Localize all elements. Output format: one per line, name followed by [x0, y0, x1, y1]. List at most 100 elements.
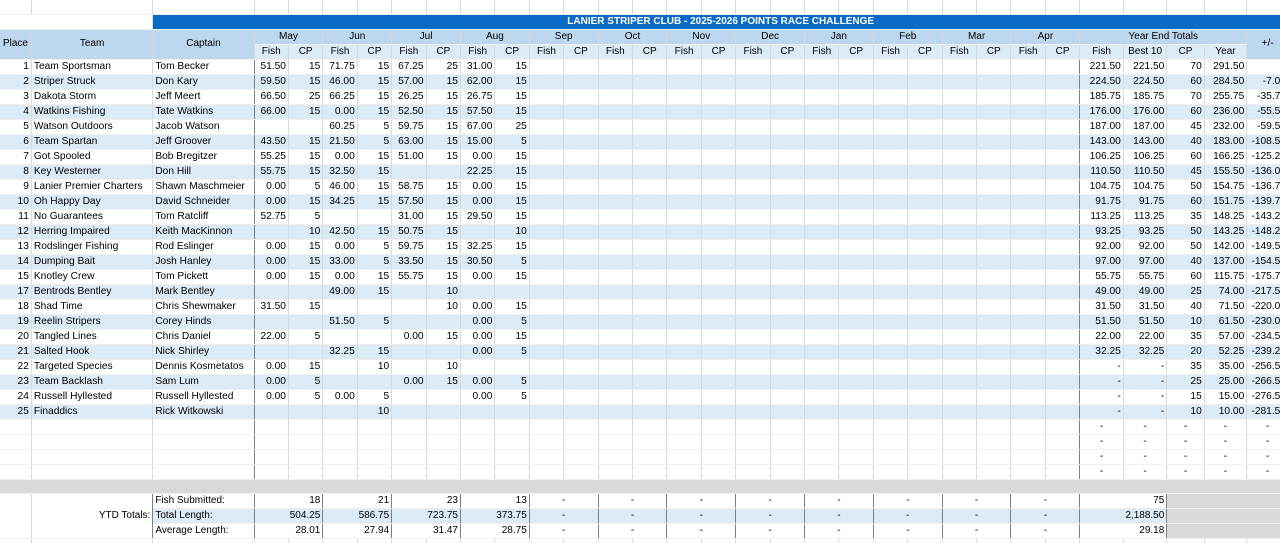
- cp-cell[interactable]: [976, 344, 1012, 360]
- fish-cell[interactable]: [1010, 194, 1046, 210]
- header-month-feb[interactable]: Feb: [873, 29, 943, 45]
- ytd-month-value[interactable]: 31.47: [391, 523, 461, 540]
- captain-cell[interactable]: Jeff Groover: [152, 134, 255, 150]
- cp-cell[interactable]: 5: [288, 179, 324, 195]
- ytd-total-value[interactable]: 75: [1079, 493, 1168, 510]
- cp-cell[interactable]: [563, 89, 599, 105]
- blank-cell[interactable]: [31, 0, 154, 15]
- cp-cell[interactable]: 15: [357, 149, 393, 165]
- cp-cell[interactable]: [563, 299, 599, 315]
- blank-cell[interactable]: [563, 538, 599, 543]
- header-cp[interactable]: CP: [838, 44, 874, 60]
- cp-cell[interactable]: [838, 389, 874, 405]
- fish-cell[interactable]: [391, 389, 427, 405]
- header-month-jun[interactable]: Jun: [322, 29, 393, 45]
- fish-cell[interactable]: [598, 374, 634, 390]
- cp-cell[interactable]: [1045, 179, 1081, 195]
- fish-cell[interactable]: [804, 254, 840, 270]
- cp-cell[interactable]: 15: [426, 179, 461, 195]
- blank-cell[interactable]: [873, 419, 909, 435]
- fish-cell[interactable]: [322, 404, 358, 420]
- fish-cell[interactable]: [1010, 359, 1046, 375]
- ye-fish-cell[interactable]: 143.00: [1079, 134, 1124, 150]
- fish-cell[interactable]: [873, 119, 909, 135]
- cp-cell[interactable]: 15: [357, 224, 393, 240]
- cp-cell[interactable]: [701, 149, 737, 165]
- blank-cell[interactable]: [357, 479, 393, 495]
- dash-cell[interactable]: -: [1246, 449, 1280, 465]
- fish-cell[interactable]: [804, 389, 840, 405]
- ye-best10-cell[interactable]: 143.00: [1123, 134, 1168, 150]
- captain-cell[interactable]: Keith MacKinnon: [152, 224, 255, 240]
- header-fish[interactable]: Fish: [873, 44, 909, 60]
- place-cell[interactable]: 2: [0, 74, 32, 90]
- cp-cell[interactable]: 15: [426, 269, 461, 285]
- fish-cell[interactable]: [942, 209, 978, 225]
- blank-cell[interactable]: [254, 538, 289, 543]
- fish-cell[interactable]: [598, 284, 634, 300]
- blank-cell[interactable]: [426, 464, 461, 480]
- cp-cell[interactable]: [976, 149, 1012, 165]
- blank-cell[interactable]: [357, 434, 393, 450]
- cp-cell[interactable]: [1045, 164, 1081, 180]
- ye-year-cell[interactable]: 143.25: [1204, 224, 1248, 240]
- fish-cell[interactable]: [666, 89, 702, 105]
- ye-year-cell[interactable]: 155.50: [1204, 164, 1248, 180]
- cp-cell[interactable]: [1045, 314, 1081, 330]
- plus-minus-cell[interactable]: -7.00: [1246, 74, 1280, 90]
- cp-cell[interactable]: [976, 59, 1012, 75]
- fish-cell[interactable]: [598, 59, 634, 75]
- fish-cell[interactable]: [598, 389, 634, 405]
- blank-cell[interactable]: [322, 434, 358, 450]
- cp-cell[interactable]: [632, 269, 668, 285]
- fish-cell[interactable]: 0.00: [460, 329, 496, 345]
- cp-cell[interactable]: 15: [357, 89, 393, 105]
- cp-cell[interactable]: [632, 74, 668, 90]
- cp-cell[interactable]: [563, 389, 599, 405]
- fish-cell[interactable]: [804, 149, 840, 165]
- ytd-month-value[interactable]: -: [1010, 523, 1081, 540]
- cp-cell[interactable]: [632, 299, 668, 315]
- ye-fish-cell[interactable]: 176.00: [1079, 104, 1124, 120]
- blank-cell[interactable]: [31, 538, 154, 543]
- fish-cell[interactable]: 33.50: [391, 254, 427, 270]
- place-cell[interactable]: 23: [0, 374, 32, 390]
- ytd-month-value[interactable]: -: [529, 493, 599, 510]
- blank-cell[interactable]: [563, 434, 599, 450]
- captain-cell[interactable]: Don Kary: [152, 74, 255, 90]
- cp-cell[interactable]: [701, 134, 737, 150]
- fish-cell[interactable]: [460, 404, 496, 420]
- fish-cell[interactable]: 0.00: [322, 389, 358, 405]
- fish-cell[interactable]: [735, 209, 771, 225]
- blank-cell[interactable]: [426, 538, 461, 543]
- fish-cell[interactable]: [529, 89, 565, 105]
- header-cp[interactable]: CP: [357, 44, 393, 60]
- fish-cell[interactable]: 0.00: [254, 269, 289, 285]
- ytd-month-value[interactable]: -: [873, 523, 943, 540]
- cp-cell[interactable]: [1045, 404, 1081, 420]
- cp-cell[interactable]: 15: [494, 179, 530, 195]
- cp-cell[interactable]: [838, 344, 874, 360]
- ye-best10-cell[interactable]: -: [1123, 404, 1168, 420]
- cp-cell[interactable]: [632, 374, 668, 390]
- cp-cell[interactable]: 5: [357, 119, 393, 135]
- cp-cell[interactable]: [701, 359, 737, 375]
- fish-cell[interactable]: 0.00: [460, 194, 496, 210]
- blank-cell[interactable]: [701, 434, 737, 450]
- cp-cell[interactable]: [426, 164, 461, 180]
- ytd-month-value[interactable]: -: [529, 508, 599, 525]
- cp-cell[interactable]: [770, 374, 806, 390]
- blank-cell[interactable]: [598, 449, 634, 465]
- cp-cell[interactable]: 15: [357, 104, 393, 120]
- ye-cp-cell[interactable]: 25: [1166, 374, 1205, 390]
- header-ye-best10[interactable]: Best 10: [1123, 44, 1168, 60]
- header-fish[interactable]: Fish: [322, 44, 358, 60]
- cp-cell[interactable]: [770, 209, 806, 225]
- cp-cell[interactable]: 15: [426, 89, 461, 105]
- cp-cell[interactable]: [701, 329, 737, 345]
- fish-cell[interactable]: [873, 89, 909, 105]
- cp-cell[interactable]: [907, 389, 943, 405]
- ye-fish-cell[interactable]: 91.75: [1079, 194, 1124, 210]
- fish-cell[interactable]: [942, 359, 978, 375]
- fish-cell[interactable]: [666, 164, 702, 180]
